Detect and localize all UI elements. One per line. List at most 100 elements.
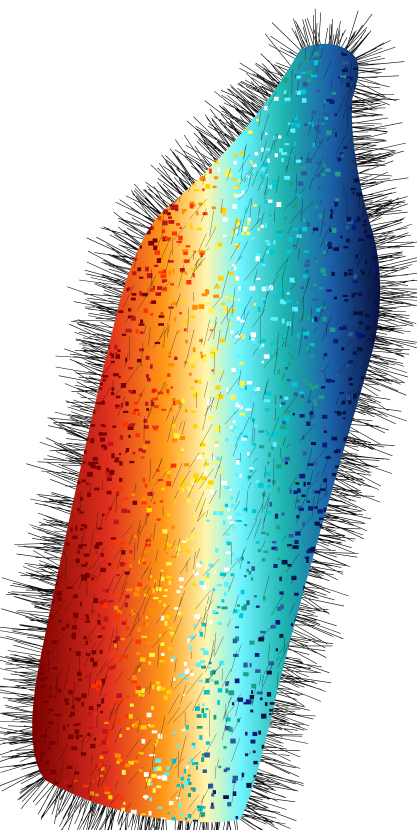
- point-sample: [311, 385, 315, 391]
- point-sample: [378, 786, 381, 789]
- point-sample: [322, 316, 327, 322]
- point-sample: [246, 699, 252, 705]
- point-sample: [350, 650, 354, 654]
- point-sample: [166, 212, 171, 216]
- point-sample: [214, 441, 218, 444]
- point-sample: [215, 395, 221, 401]
- point-sample: [155, 292, 161, 296]
- point-sample: [357, 347, 363, 352]
- point-sample: [152, 397, 158, 401]
- point-sample: [48, 741, 52, 745]
- point-sample: [293, 244, 296, 247]
- point-sample: [99, 763, 102, 768]
- point-sample: [145, 615, 148, 619]
- point-sample: [114, 753, 119, 758]
- point-sample: [96, 402, 102, 405]
- point-sample: [216, 143, 219, 147]
- point-sample: [55, 575, 60, 578]
- point-sample: [246, 381, 253, 385]
- point-sample: [353, 311, 360, 315]
- point-sample: [346, 82, 350, 88]
- point-sample: [152, 126, 155, 130]
- point-sample: [261, 360, 265, 364]
- point-sample: [53, 144, 56, 147]
- point-sample: [308, 824, 312, 829]
- point-sample: [340, 801, 343, 805]
- point-sample: [85, 653, 91, 656]
- point-sample: [233, 410, 236, 415]
- point-sample: [192, 182, 196, 186]
- point-sample: [239, 361, 244, 366]
- point-sample: [152, 54, 158, 59]
- point-sample: [147, 228, 152, 231]
- point-sample: [344, 299, 349, 302]
- point-sample: [121, 508, 128, 513]
- point-sample: [369, 579, 374, 584]
- point-sample: [125, 139, 131, 142]
- point-sample: [325, 156, 329, 161]
- point-sample: [157, 216, 162, 221]
- point-sample: [64, 698, 68, 704]
- point-sample: [237, 697, 244, 702]
- point-sample: [200, 354, 204, 359]
- point-sample: [114, 636, 120, 641]
- point-sample: [69, 159, 73, 164]
- point-sample: [266, 250, 270, 254]
- point-sample: [128, 550, 131, 553]
- point-sample: [90, 464, 96, 468]
- point-sample: [42, 169, 47, 172]
- point-sample: [252, 423, 258, 428]
- point-sample: [81, 93, 86, 97]
- point-sample: [44, 303, 48, 307]
- point-sample: [185, 549, 190, 553]
- point-sample: [346, 238, 350, 243]
- point-sample: [167, 474, 171, 479]
- point-sample: [331, 257, 336, 262]
- point-sample: [44, 228, 50, 233]
- point-sample: [255, 480, 260, 484]
- point-sample: [52, 311, 57, 315]
- point-sample: [260, 697, 263, 701]
- point-sample: [193, 424, 198, 429]
- point-sample: [32, 148, 34, 151]
- point-sample: [166, 388, 170, 394]
- normal-spike-bundle: [0, 8, 417, 830]
- point-sample: [67, 192, 72, 196]
- point-sample: [336, 448, 341, 453]
- point-sample: [156, 518, 161, 521]
- point-sample: [34, 686, 39, 690]
- point-sample: [258, 637, 264, 642]
- point-sample: [179, 268, 185, 272]
- point-sample: [276, 202, 282, 207]
- point-sample: [306, 823, 308, 825]
- point-sample: [306, 346, 312, 350]
- point-sample: [119, 477, 123, 482]
- point-sample: [166, 562, 172, 566]
- point-sample: [377, 656, 381, 660]
- point-sample: [137, 627, 141, 632]
- point-sample: [187, 814, 191, 819]
- point-sample: [328, 161, 333, 164]
- point-sample: [359, 311, 363, 316]
- point-sample: [329, 636, 333, 642]
- point-sample: [196, 765, 198, 770]
- point-sample: [218, 371, 224, 374]
- point-sample: [286, 292, 290, 295]
- point-sample: [215, 59, 219, 65]
- point-sample: [247, 404, 251, 408]
- point-sample: [199, 561, 203, 564]
- point-sample: [178, 577, 184, 582]
- point-sample: [157, 286, 163, 290]
- point-sample: [111, 353, 114, 359]
- point-sample: [348, 400, 352, 404]
- point-sample: [273, 240, 276, 245]
- point-sample: [121, 807, 126, 812]
- point-sample: [148, 506, 151, 509]
- point-sample: [251, 690, 254, 694]
- point-sample: [151, 300, 157, 304]
- point-sample: [352, 560, 357, 564]
- point-sample: [363, 614, 369, 618]
- point-sample: [90, 438, 95, 444]
- point-sample: [315, 259, 318, 264]
- point-sample: [86, 290, 93, 292]
